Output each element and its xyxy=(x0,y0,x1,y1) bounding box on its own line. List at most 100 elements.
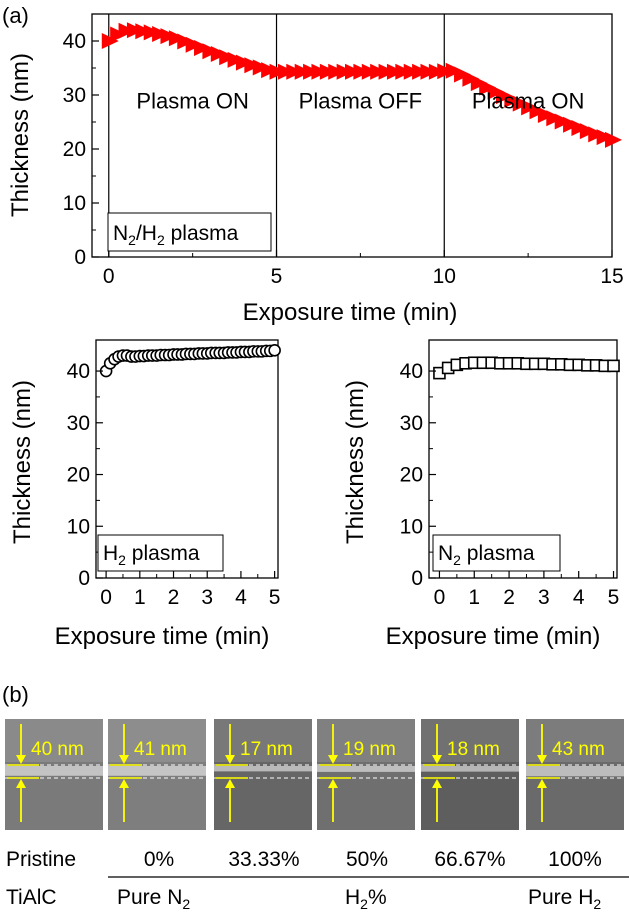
sem-tile: 40 nm xyxy=(5,719,103,830)
thickness-label: 18 nm xyxy=(447,739,500,760)
x-tick-label: 5 xyxy=(608,586,620,609)
x-axis-label: Exposure time (min) xyxy=(386,623,601,650)
concentration-row: Pristine 0% 33.33% 50% 66.67% 100% xyxy=(6,848,602,871)
arrow-up-icon xyxy=(432,779,442,788)
x-tick-label: 4 xyxy=(235,586,247,609)
region-label: Plasma OFF xyxy=(299,89,422,114)
sem-film-band xyxy=(526,766,624,777)
h2-percent-label: H2% xyxy=(345,886,387,912)
tialc-label: TiAlC xyxy=(6,886,57,909)
arrow-up-icon xyxy=(16,779,26,788)
arrow-up-icon xyxy=(119,779,129,788)
region-label: Plasma ON xyxy=(136,89,248,114)
y-tick-label: 30 xyxy=(67,412,90,435)
arrow-down-icon xyxy=(328,755,338,764)
data-point xyxy=(607,359,620,373)
sem-tile: 43 nm xyxy=(526,719,624,830)
y-tick-label: 0 xyxy=(74,246,86,269)
row-label-pristine: Pristine xyxy=(6,848,76,871)
thickness-label: 41 nm xyxy=(134,739,187,760)
y-tick-label: 10 xyxy=(63,192,86,215)
y-tick-label: 20 xyxy=(400,464,423,487)
composition-row: TiAlC Pure N2 H2% Pure H2 xyxy=(6,886,601,912)
legend-label: N2/H2 plasma xyxy=(113,222,239,248)
y-tick-label: 0 xyxy=(78,567,90,590)
legend-label: N2 plasma xyxy=(438,542,535,568)
x-tick-label: 5 xyxy=(271,265,283,288)
arrow-down-icon xyxy=(537,755,547,764)
x-tick-label: 3 xyxy=(201,586,213,609)
legend-label: H2 plasma xyxy=(103,542,200,568)
y-axis-label: Thickness (nm) xyxy=(7,53,34,217)
y-tick-label: 40 xyxy=(67,360,90,383)
region-label: Plasma ON xyxy=(472,89,584,114)
y-tick-label: 10 xyxy=(400,515,423,538)
row-label-33pct: 33.33% xyxy=(228,848,299,871)
sem-tile: 19 nm xyxy=(317,719,415,830)
x-tick-label: 15 xyxy=(600,265,623,288)
pure-n2-label: Pure N2 xyxy=(117,886,190,912)
y-tick-label: 0 xyxy=(411,567,423,590)
panel-label-a: (a) xyxy=(2,3,29,28)
x-tick-label: 3 xyxy=(538,586,550,609)
y-tick-label: 10 xyxy=(67,515,90,538)
row-label-50pct: 50% xyxy=(346,848,388,871)
arrow-up-icon xyxy=(328,779,338,788)
sem-tile: 18 nm xyxy=(421,719,519,830)
row-label-67pct: 66.67% xyxy=(434,848,505,871)
sem-tile: 17 nm xyxy=(214,719,312,830)
legend-box: N2/H2 plasma xyxy=(107,212,272,252)
sem-film-band xyxy=(214,766,312,772)
x-axis-label: Exposure time (min) xyxy=(243,299,458,326)
row-label-0pct: 0% xyxy=(144,848,174,871)
arrow-down-icon xyxy=(225,755,235,764)
plot-frame xyxy=(95,339,279,579)
thickness-label: 17 nm xyxy=(240,739,293,760)
y-tick-label: 30 xyxy=(63,84,86,107)
arrow-down-icon xyxy=(16,755,26,764)
sem-film-band xyxy=(317,766,415,772)
x-tick-label: 0 xyxy=(100,586,112,609)
legend-box: N2 plasma xyxy=(432,534,561,572)
data-point xyxy=(268,344,281,357)
thickness-label: 43 nm xyxy=(552,739,605,760)
x-tick-label: 10 xyxy=(433,265,456,288)
sem-image-row: 40 nm 41 nm 17 nm 19 nm 18 nm 43 nm xyxy=(5,719,624,830)
x-tick-label: 2 xyxy=(168,586,180,609)
data-point xyxy=(605,131,622,148)
thickness-label: 40 nm xyxy=(31,739,84,760)
y-axis-label: Thickness (nm) xyxy=(342,380,369,544)
x-tick-label: 0 xyxy=(434,586,446,609)
y-tick-label: 30 xyxy=(400,412,423,435)
row-label-100pct: 100% xyxy=(548,848,602,871)
arrow-down-icon xyxy=(432,755,442,764)
chart-top: Plasma ON Plasma OFF Plasma ON 0 10 20 30 40 0… xyxy=(7,13,624,326)
y-tick-label: 40 xyxy=(63,30,86,53)
x-tick-label: 2 xyxy=(503,586,515,609)
sem-film-band xyxy=(108,766,206,776)
x-tick-label: 5 xyxy=(269,586,281,609)
y-tick-label: 40 xyxy=(400,360,423,383)
legend-box: H2 plasma xyxy=(97,534,224,572)
x-tick-label: 1 xyxy=(468,586,480,609)
y-tick-label: 20 xyxy=(63,138,86,161)
arrow-up-icon xyxy=(537,779,547,788)
x-tick-label: 1 xyxy=(134,586,146,609)
plot-frame xyxy=(428,339,618,579)
x-tick-label: 4 xyxy=(573,586,585,609)
pure-h2-label: Pure H2 xyxy=(528,886,601,912)
panel-label-b: (b) xyxy=(2,682,29,707)
sem-film-band xyxy=(421,766,519,772)
arrow-down-icon xyxy=(119,755,129,764)
x-tick-label: 0 xyxy=(103,265,115,288)
arrow-up-icon xyxy=(225,779,235,788)
sem-tile: 41 nm xyxy=(108,719,206,830)
x-axis-label: Exposure time (min) xyxy=(55,623,270,650)
y-axis-label: Thickness (nm) xyxy=(9,380,36,544)
thickness-label: 19 nm xyxy=(343,739,396,760)
y-tick-label: 20 xyxy=(67,464,90,487)
sem-film-band xyxy=(5,766,103,776)
